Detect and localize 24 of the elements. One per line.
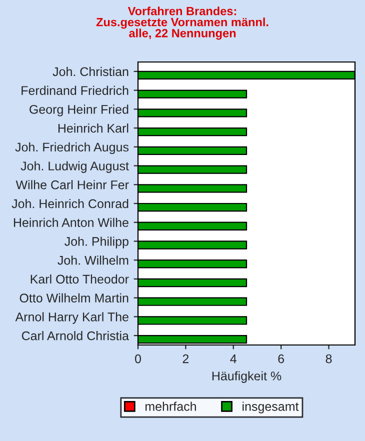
x-tick-label: 8 <box>326 354 332 364</box>
y-tick-label: Wilhe Carl Heinr Fer <box>16 180 129 190</box>
legend-label: insgesamt <box>242 402 299 414</box>
x-tick-label: 2 <box>182 354 189 364</box>
y-tick-label: Joh. Philipp <box>64 236 128 248</box>
x-tick-label: 4 <box>230 354 236 364</box>
x-axis-title: Häufigkeit % <box>212 371 282 383</box>
x-tick-label: 6 <box>278 354 284 364</box>
legend-label: mehrfach <box>145 402 196 411</box>
y-tick-label: Otto Wilhelm Martin <box>20 293 128 302</box>
y-tick-label: Arnol Harry Karl The <box>15 312 128 324</box>
y-tick-label: Ferdinand Friedrich <box>22 86 128 95</box>
x-tick-label: 0 <box>135 354 141 364</box>
y-tick-label: Joh. Wilhelm <box>58 256 128 265</box>
y-tick-label: Carl Arnold Christia <box>22 331 129 340</box>
y-tick-label: Joh. Christian <box>52 66 128 76</box>
y-tick-label: Georg Heinr Fried <box>30 104 128 116</box>
chart-title: Vorfahren Brandes: Zus.gesetzte Vornamen männl. alle, 22 Nennungen <box>96 6 268 40</box>
y-tick-label: Heinrich Karl <box>58 124 128 133</box>
y-tick-label: Joh. Friedrich Augus <box>15 142 129 154</box>
y-tick-label: Joh. Heinrich Conrad <box>12 198 128 208</box>
y-tick-label: Karl Otto Theodor <box>30 274 129 284</box>
y-tick-label: Joh. Ludwig August <box>20 161 129 173</box>
y-tick-label: Heinrich Anton Wilhe <box>14 218 128 228</box>
